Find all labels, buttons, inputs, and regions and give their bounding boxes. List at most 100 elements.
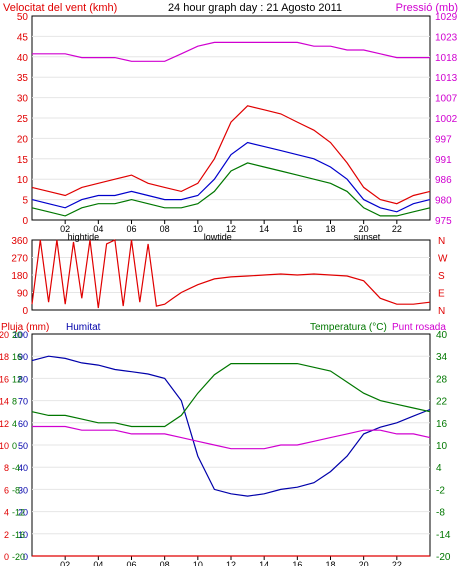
x-tick-label: 10 bbox=[193, 224, 203, 234]
x-marker-label: hightide bbox=[68, 232, 100, 242]
temp-tick-label-right: -2 bbox=[436, 485, 445, 496]
temp-tick-label-left: -12 bbox=[12, 508, 25, 518]
humidity-tick-label: 70 bbox=[18, 397, 28, 407]
temp-tick-label-left: -8 bbox=[12, 485, 20, 495]
humidity-tick-label: 80 bbox=[18, 374, 28, 384]
pressure-tick-label: 975 bbox=[435, 216, 452, 227]
rain-tick-label: 2 bbox=[4, 530, 9, 540]
pressure-tick-label: 1023 bbox=[435, 32, 458, 43]
panel1-plot: 0510152025303540455097598098699199710021… bbox=[17, 12, 458, 242]
humidity-tick-label: 10 bbox=[18, 530, 28, 540]
series-dewpoint bbox=[32, 425, 431, 450]
rain-tick-label: 16 bbox=[0, 374, 9, 384]
humidity-tick-label: 100 bbox=[13, 330, 28, 340]
temp-tick-label-left: 0 bbox=[12, 441, 17, 451]
pressure-tick-label: 986 bbox=[435, 175, 452, 186]
pressure-axis-title: Pressió (mb) bbox=[396, 2, 458, 14]
wind-tick-label: 20 bbox=[17, 134, 29, 145]
direction-tick-label: 90 bbox=[17, 289, 29, 300]
temp-tick-label-right: -20 bbox=[436, 552, 451, 563]
x-marker-label: lowtide bbox=[204, 232, 232, 242]
compass-label: E bbox=[438, 289, 445, 300]
pressure-tick-label: 991 bbox=[435, 155, 452, 166]
x-tick-label: 18 bbox=[325, 224, 335, 234]
x-tick-label: 04 bbox=[93, 224, 103, 234]
rain-tick-label: 10 bbox=[0, 441, 9, 451]
temp-tick-label-left: 8 bbox=[12, 397, 17, 407]
wind-tick-label: 10 bbox=[17, 175, 29, 186]
temp-tick-label-right: -14 bbox=[436, 530, 451, 541]
temp-tick-label-left: 16 bbox=[12, 352, 22, 362]
humidity-tick-label: 0 bbox=[23, 552, 28, 562]
compass-label: S bbox=[438, 271, 445, 282]
x-tick-label: 14 bbox=[259, 224, 269, 234]
pressure-tick-label: 1018 bbox=[435, 53, 458, 64]
rain-tick-label: 14 bbox=[0, 397, 9, 407]
x-tick-label: 20 bbox=[359, 224, 369, 234]
compass-label: N bbox=[438, 236, 445, 247]
temp-tick-label-right: 4 bbox=[436, 463, 442, 474]
temp-tick-label-right: -8 bbox=[436, 508, 445, 519]
pressure-tick-label: 1007 bbox=[435, 94, 458, 105]
x-tick-label: 02 bbox=[60, 560, 70, 566]
temp-tick-label-right: 10 bbox=[436, 441, 448, 452]
series-low bbox=[31, 162, 431, 217]
wind-tick-label: 40 bbox=[17, 53, 29, 64]
wind-tick-label: 25 bbox=[17, 114, 29, 125]
pressure-tick-label: 1013 bbox=[435, 73, 458, 84]
x-tick-label: 20 bbox=[359, 560, 369, 566]
series-temperature bbox=[31, 363, 431, 428]
panel3-plot: 024681012141618200102030405060708090100-… bbox=[0, 330, 451, 571]
wind-tick-label: 0 bbox=[22, 216, 28, 227]
humidity-axis-title: Humitat bbox=[66, 322, 101, 333]
dewpoint-axis-title: Punt rosada bbox=[392, 322, 446, 333]
temp-tick-label-right: 16 bbox=[436, 419, 448, 430]
pressure-tick-label: 1002 bbox=[435, 114, 458, 125]
direction-tick-label: 360 bbox=[11, 236, 28, 247]
x-tick-label: 10 bbox=[193, 560, 203, 566]
rain-tick-label: 0 bbox=[4, 552, 9, 562]
temp-tick-label-right: 40 bbox=[436, 330, 448, 341]
x-tick-label: 18 bbox=[325, 560, 335, 566]
rain-axis-title: Pluja (mm) bbox=[1, 322, 49, 333]
wind-axis-title: Velocitat del vent (kmh) bbox=[3, 2, 117, 14]
wind-tick-label: 45 bbox=[17, 32, 29, 43]
wind-tick-label: 30 bbox=[17, 94, 29, 105]
temp-tick-label-right: 22 bbox=[436, 397, 448, 408]
x-tick-label: 16 bbox=[292, 224, 302, 234]
temp-tick-label-left: -16 bbox=[12, 530, 25, 540]
wind-tick-label: 50 bbox=[17, 12, 29, 23]
temp-tick-label-right: 28 bbox=[436, 374, 448, 385]
rain-tick-label: 6 bbox=[4, 485, 9, 495]
pressure-tick-label: 1029 bbox=[435, 12, 458, 23]
series-pressure bbox=[32, 41, 430, 62]
wind-tick-label: 5 bbox=[22, 196, 28, 207]
rain-tick-label: 12 bbox=[0, 419, 9, 429]
humidity-tick-label: 30 bbox=[18, 485, 28, 495]
temp-tick-label-left: -4 bbox=[12, 463, 20, 473]
pressure-tick-label: 980 bbox=[435, 196, 452, 207]
humidity-tick-label: 60 bbox=[18, 419, 28, 429]
humidity-tick-label: 50 bbox=[18, 441, 28, 451]
x-tick-label: 08 bbox=[160, 224, 170, 234]
series-gust bbox=[31, 105, 431, 205]
rain-tick-label: 20 bbox=[0, 330, 9, 340]
temp-tick-label-left: 12 bbox=[12, 374, 22, 384]
x-marker-label: sunset bbox=[354, 232, 381, 242]
rain-tick-label: 4 bbox=[4, 508, 9, 518]
series-direction bbox=[31, 239, 431, 309]
rain-tick-label: 8 bbox=[4, 463, 9, 473]
temp-tick-label-left: 4 bbox=[12, 419, 17, 429]
temp-tick-label-left: -20 bbox=[12, 552, 25, 562]
series-humidity bbox=[31, 355, 431, 497]
x-tick-label: 06 bbox=[126, 224, 136, 234]
compass-label: W bbox=[438, 254, 448, 265]
x-tick-label: 22 bbox=[392, 560, 402, 566]
compass-label: N bbox=[438, 306, 445, 317]
x-tick-label: 08 bbox=[160, 560, 170, 566]
x-tick-label: 14 bbox=[259, 560, 269, 566]
wind-tick-label: 15 bbox=[17, 155, 29, 166]
